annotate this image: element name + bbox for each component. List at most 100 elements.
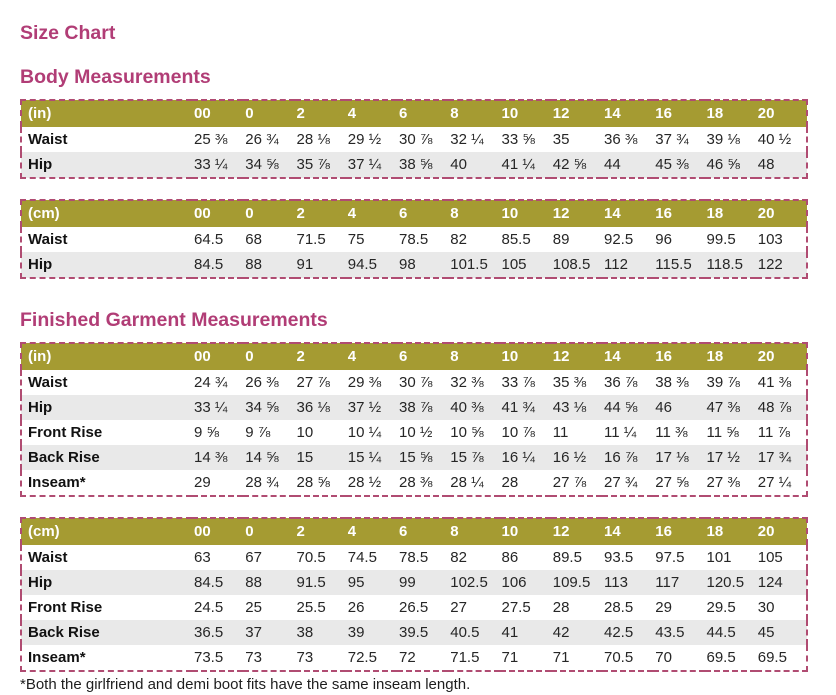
size-header-cell: 00 (192, 343, 244, 370)
measurement-cell: 14 ⅜ (194, 449, 228, 466)
table-row: Hip 84.5 88 91.5 95 99 102.5 106 109.5 113 117 120.… (21, 570, 807, 595)
table-row: Waist 25 ⅜ 26 ¾ 28 ⅛ 29 ½ 30 ⅞ 32 ¼ 33 ⅝ 35 36 ⅜ 3… (21, 127, 807, 152)
measurement-cell: 101.5 (450, 256, 488, 273)
measurement-cell: 102.5 (450, 574, 488, 591)
measurement-cell: 29.5 (706, 599, 736, 616)
measurement-cell: 38 (296, 624, 314, 641)
measurement-cell: 84.5 (194, 256, 224, 273)
measurement-cell: 109.5 (552, 574, 591, 591)
size-header-cell: 14 (602, 200, 654, 227)
size-header-cell: 6 (397, 518, 449, 545)
measurement-cell: 36.5 (194, 624, 224, 641)
row-label: Waist (28, 231, 68, 248)
measurement-cell: 28 (501, 474, 519, 491)
measurement-cell: 29 (655, 599, 672, 616)
measurement-cell: 36 ⅞ (604, 374, 638, 391)
measurement-cell: 112 (604, 256, 628, 273)
table-body: Waist 24 ¾ 26 ⅜ 27 ⅞ 29 ⅜ 30 ⅞ 32 ⅜ 33 ⅞ 35 ⅜ 36 … (21, 370, 807, 496)
table-row: Inseam* 29 28 ¾ 28 ⅝ 28 ½ 28 ⅜ 28 ¼ 28 27 ⅞ 27 ¾ 2… (21, 470, 807, 496)
measurement-cell: 45 ⅜ (655, 156, 689, 173)
measurement-cell: 15 ¼ (347, 449, 382, 466)
size-header-cell: 12 (550, 518, 602, 545)
measurement-cell: 9 ⅝ (194, 424, 220, 441)
measurement-cell: 34 ⅝ (245, 156, 279, 173)
measurement-cell: 41 (501, 624, 519, 641)
measurement-cell: 97.5 (655, 549, 685, 566)
table-row: Inseam* 73.5 73 73 72.5 72 71.5 71 71 70.5 70 69.5 6… (21, 645, 807, 671)
measurement-cell: 10 ⅝ (450, 424, 484, 441)
measurement-cell: 25.5 (296, 599, 326, 616)
table-row: Hip 33 ¼ 34 ⅝ 35 ⅞ 37 ¼ 38 ⅝ 40 41 ¼ 42 ⅝ 44 45 ⅜ 4… (21, 152, 807, 178)
measurement-cell: 32 ¼ (450, 131, 484, 148)
measurement-cell: 29 ½ (347, 131, 382, 148)
measurement-cell: 10 ¼ (347, 424, 382, 441)
measurement-cell: 33 ⅞ (501, 374, 535, 391)
size-header-cell: 12 (550, 100, 602, 127)
measurement-cell: 75 (347, 231, 365, 248)
measurement-cell: 37 ¼ (347, 156, 382, 173)
measurement-cell: 27 (450, 599, 467, 616)
measurement-cell: 82 (450, 549, 467, 566)
table-header: (in) 00 0 2 4 6 8 10 12 14 16 18 20 (21, 343, 807, 370)
table-header: (in) 00 0 2 4 6 8 10 12 14 16 18 20 (21, 100, 807, 127)
measurement-cell: 45 (757, 624, 775, 641)
measurement-cell: 30 ⅞ (399, 374, 433, 391)
measurement-cell: 15 ⅞ (450, 449, 484, 466)
table-row: Back Rise 14 ⅜ 14 ⅝ 15 15 ¼ 15 ⅝ 15 ⅞ 16 ¼ 16 ½ 1… (21, 445, 807, 470)
sections-container: Body Measurements (in) 00 0 2 4 6 8 10 12 14 16 18 20… (20, 66, 820, 672)
size-header-cell: 14 (602, 518, 654, 545)
measurement-table-cm: (cm) 00 0 2 4 6 8 10 12 14 16 18 20 Waist 64.5 68 71.5 75… (20, 199, 808, 279)
measurement-cell: 71.5 (450, 649, 480, 666)
size-header-cell: 00 (192, 200, 244, 227)
size-header-cell: 16 (653, 200, 705, 227)
measurement-cell: 33 ¼ (194, 399, 228, 416)
row-label: Hip (28, 399, 53, 416)
measurement-cell: 94.5 (347, 256, 377, 273)
measurement-cell: 16 ¼ (501, 449, 535, 466)
measurement-cell: 24 ¾ (194, 374, 228, 391)
measurement-cell: 36 ⅜ (604, 131, 638, 148)
size-header-cell: 10 (499, 100, 551, 127)
measurement-cell: 28 (552, 599, 570, 616)
size-header-cell: 20 (755, 343, 807, 370)
footnote: *Both the girlfriend and demi boot fits … (20, 676, 471, 693)
measurement-cell: 10 ½ (399, 424, 433, 441)
section-heading: Body Measurements (20, 66, 211, 88)
size-header-cell: 0 (243, 100, 295, 127)
measurement-cell: 39 ⅞ (706, 374, 740, 391)
measurement-cell: 40.5 (450, 624, 480, 641)
size-header-cell: 10 (499, 518, 551, 545)
measurement-cell: 37 (245, 624, 262, 641)
row-label: Waist (28, 374, 68, 391)
measurement-cell: 91.5 (296, 574, 326, 591)
measurement-cell: 27.5 (501, 599, 531, 616)
measurement-cell: 15 (296, 449, 314, 466)
size-header-cell: 12 (550, 343, 602, 370)
table-row: Front Rise 24.5 25 25.5 26 26.5 27 27.5 28 28.5 29… (21, 595, 807, 620)
size-header-cell: 16 (653, 100, 705, 127)
measurement-cell: 89 (552, 231, 570, 248)
size-header-cell: 18 (704, 518, 756, 545)
measurement-cell: 30 (757, 599, 775, 616)
size-header-cell: 10 (499, 343, 551, 370)
measurement-cell: 44 ⅝ (604, 399, 638, 416)
measurement-cell: 48 (757, 156, 775, 173)
measurement-cell: 85.5 (501, 231, 531, 248)
measurement-cell: 113 (604, 574, 628, 591)
measurement-cell: 27 ⅝ (655, 474, 689, 491)
measurement-cell: 105 (501, 256, 527, 273)
measurement-cell: 38 ⅞ (399, 399, 433, 416)
measurement-cell: 37 ¾ (655, 131, 689, 148)
measurement-cell: 41 ¼ (501, 156, 535, 173)
size-header-cell: 14 (602, 100, 654, 127)
measurement-cell: 27 ⅞ (296, 374, 330, 391)
measurement-cell: 108.5 (552, 256, 591, 273)
measurement-cell: 26 (347, 599, 365, 616)
measurement-cell: 28 ¼ (450, 474, 484, 491)
measurement-cell: 29 ⅜ (347, 374, 382, 391)
size-header-cell: 6 (397, 200, 449, 227)
measurement-cell: 44 (604, 156, 621, 173)
row-label: Hip (28, 256, 53, 273)
measurement-cell: 36 ⅛ (296, 399, 330, 416)
measurement-cell: 71 (501, 649, 519, 666)
